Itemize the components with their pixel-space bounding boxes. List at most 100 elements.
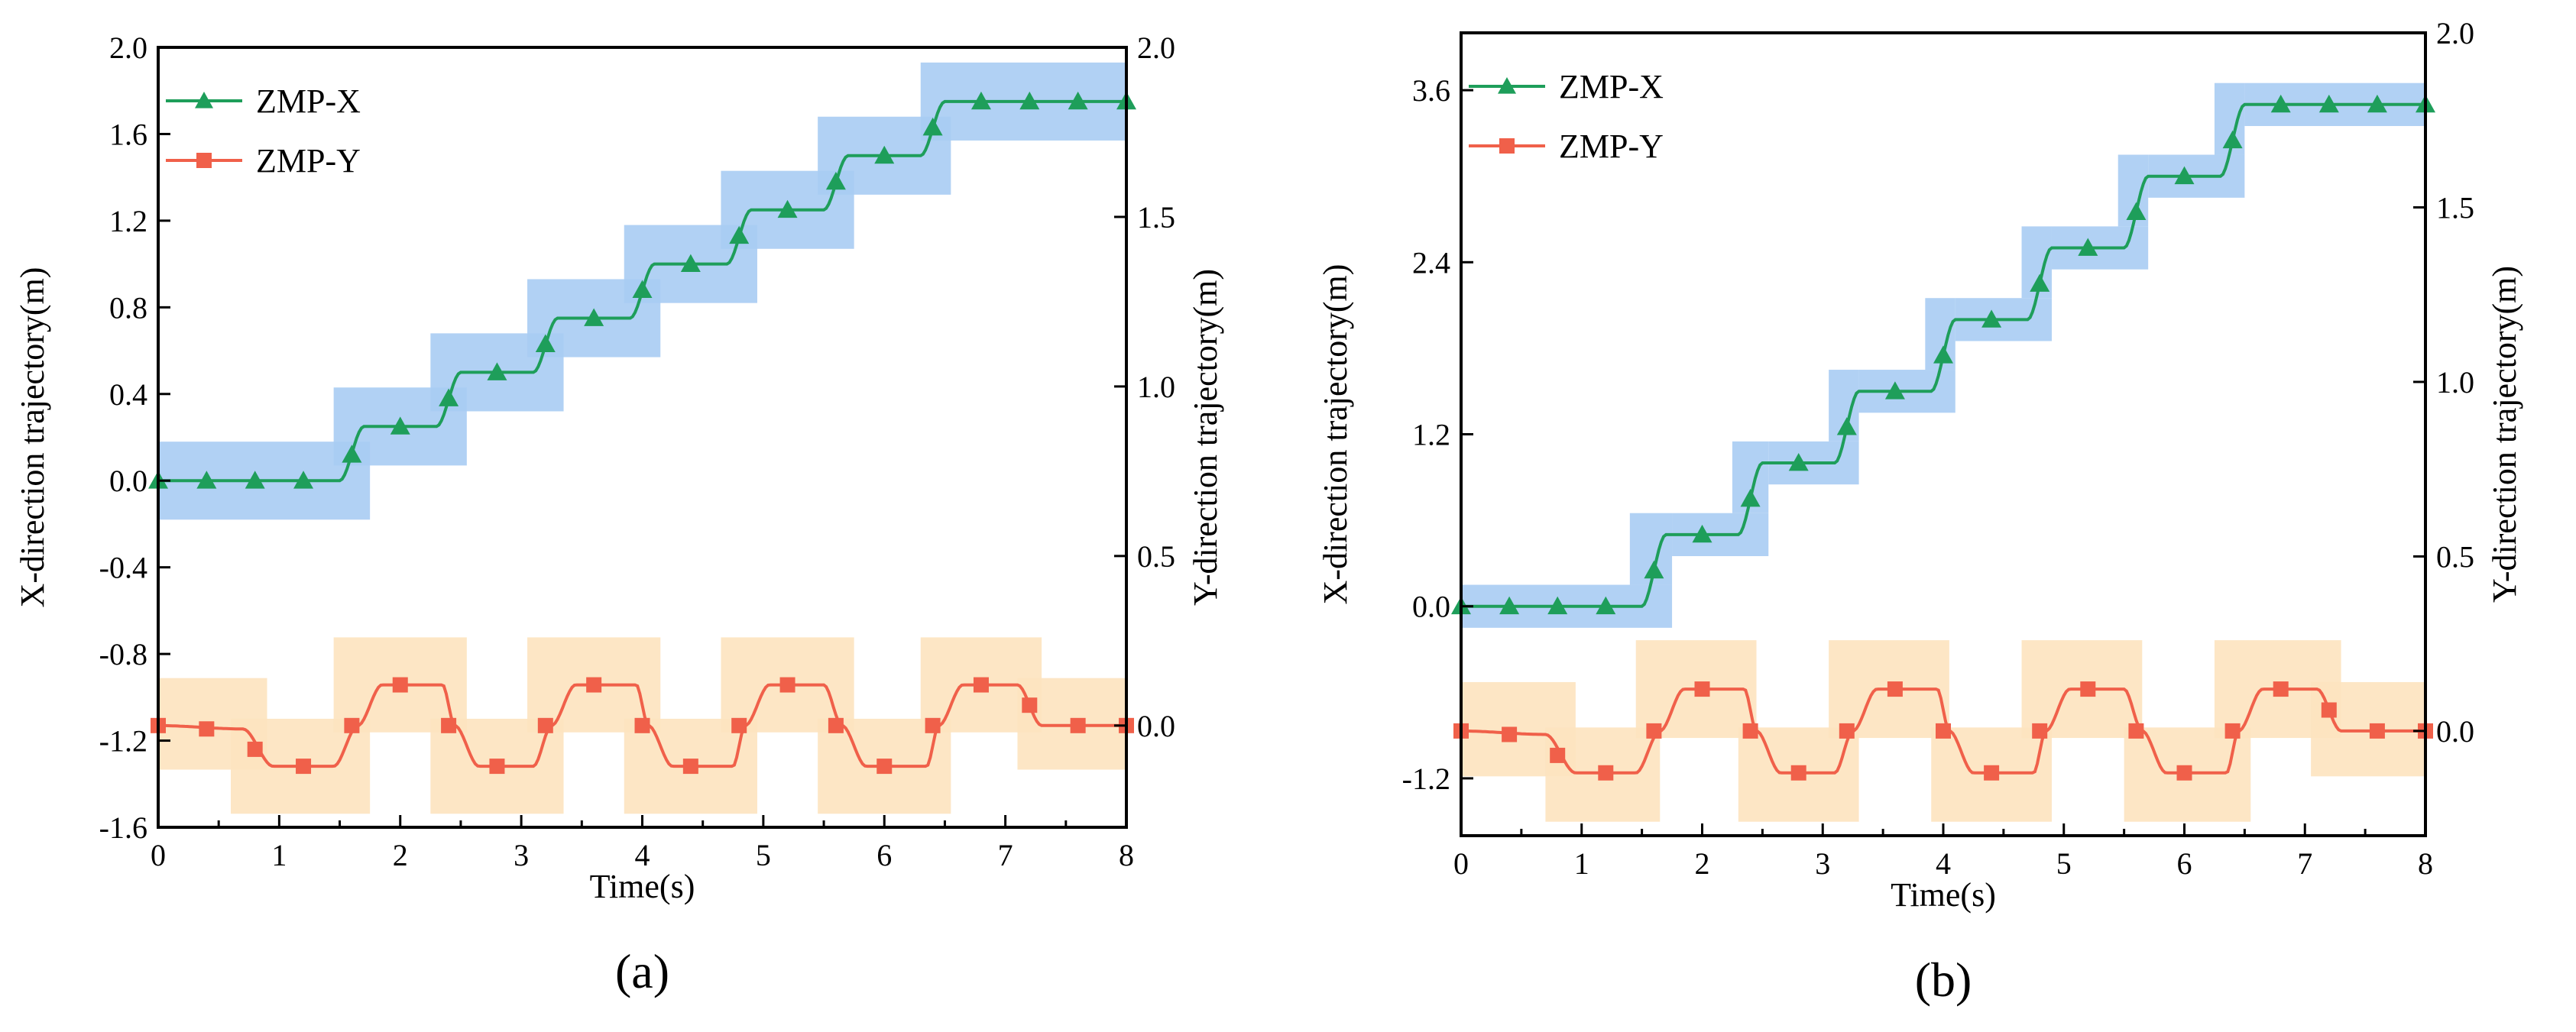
- y-right-tick-label: 0.0: [2436, 714, 2474, 749]
- zmp-x-marker: [777, 199, 798, 218]
- zmp-x-marker: [970, 91, 991, 110]
- x-tick-label: 1: [271, 838, 287, 872]
- zmp-x-marker: [1644, 560, 1664, 579]
- y-right-tick-label: 2.0: [1137, 31, 1175, 65]
- y-right-tick-label: 1.0: [2436, 365, 2474, 400]
- zmp-y-marker: [1022, 697, 1038, 713]
- zmp-x-marker: [2222, 130, 2243, 149]
- zmp-y-marker: [682, 759, 698, 775]
- zmp-x-marker: [1499, 596, 1520, 615]
- zmp-y-marker: [1984, 765, 2000, 781]
- y-right-tick-label: 0.5: [1137, 539, 1175, 574]
- legend-label: ZMP-Y: [256, 142, 361, 180]
- x-axis-label: Time(s): [1891, 876, 1996, 914]
- zmp-x-marker: [1884, 381, 1905, 400]
- legend-marker: [196, 153, 212, 168]
- x-tick-label: 5: [2056, 846, 2072, 881]
- zmp-y-marker: [1502, 726, 1518, 742]
- zmp-x-marker: [535, 334, 556, 352]
- zmp-y-marker: [876, 759, 893, 775]
- y-left-tick-label: 0.0: [1412, 590, 1450, 624]
- zmp-x-marker: [729, 225, 750, 244]
- x-tick-label: 6: [876, 838, 892, 872]
- zmp-y-marker: [1936, 723, 1951, 739]
- zmp-x-marker: [2318, 94, 2339, 113]
- y-left-tick-label: 1.2: [1412, 418, 1450, 452]
- x-tick-label: 7: [998, 838, 1013, 872]
- y-left-tick-label: -0.8: [99, 637, 147, 671]
- legend-marker: [1499, 138, 1515, 154]
- x-tick-label: 2: [393, 838, 408, 872]
- zmp-x-marker: [1836, 417, 1857, 435]
- zmp-y-marker: [344, 717, 360, 733]
- panel-label: (a): [615, 944, 669, 998]
- legend-marker: [195, 92, 213, 108]
- x-tick-label: 1: [1574, 846, 1589, 881]
- zmp-x-marker: [390, 416, 410, 435]
- zmp-y-marker: [247, 741, 263, 757]
- zmp-y-marker: [489, 759, 505, 775]
- legend-marker: [1498, 77, 1516, 94]
- zmp-x-marker: [1547, 596, 1568, 615]
- x-tick-label: 4: [635, 838, 650, 872]
- x-tick-label: 8: [1119, 838, 1134, 872]
- zmp-y-marker: [2032, 723, 2048, 739]
- zmp-y-marker: [634, 717, 650, 733]
- zmp-x-marker: [2174, 166, 2195, 185]
- x-tick-label: 7: [2297, 846, 2312, 881]
- zmp-y-line: [158, 683, 1126, 768]
- y-right-tick-label: 0.5: [2436, 539, 2474, 574]
- x-tick-label: 0: [151, 838, 166, 872]
- chart-panel-b: 0 1 2 3 4 5 6 7 8 -1.2 0.0 1.2 2.4 3.6 0.0 0.5 1.0 1.5 2.0…: [1317, 16, 2523, 1007]
- zmp-x-marker: [2367, 94, 2387, 113]
- zmp-x-marker: [2126, 202, 2147, 220]
- zmp-y-marker: [1646, 723, 1662, 739]
- zmp-y-marker: [296, 759, 312, 775]
- zmp-x-marker: [1019, 91, 1040, 110]
- zmp-y-marker: [1887, 681, 1903, 697]
- zmp-y-marker: [2369, 723, 2385, 739]
- zmp-x-marker: [825, 171, 846, 190]
- zmp-y-marker: [1598, 765, 1614, 781]
- zmp-x-marker: [342, 445, 362, 463]
- y-left-tick-label: 3.6: [1412, 73, 1450, 108]
- zmp-x-marker: [1596, 596, 1616, 615]
- y-support-region: [2311, 681, 2425, 777]
- zmp-y-marker: [2321, 702, 2337, 718]
- zmp-x-marker: [1740, 488, 1761, 507]
- zmp-x-marker: [2078, 238, 2098, 256]
- y-right-tick-label: 1.5: [2436, 190, 2474, 225]
- zmp-y-marker: [1742, 723, 1758, 739]
- x-tick-label: 6: [2177, 846, 2192, 881]
- x-tick-label: 0: [1453, 846, 1469, 881]
- y-right-axis-label: Y-direction trajectory(m): [2486, 266, 2523, 603]
- legend-label: ZMP-Y: [1559, 128, 1664, 165]
- zmp-y-marker: [2176, 765, 2192, 781]
- zmp-y-marker: [199, 721, 215, 737]
- zmp-y-marker: [2080, 681, 2096, 697]
- legend-label: ZMP-X: [1559, 68, 1664, 105]
- zmp-x-marker: [584, 308, 604, 326]
- zmp-y-marker: [2128, 723, 2144, 739]
- x-tick-label: 3: [1815, 846, 1830, 881]
- zmp-x-marker: [1933, 345, 1953, 364]
- chart-panel-a: 0 1 2 3 4 5 6 7 8 -1.6 -1.2 -0.8 -0.4 0.0 0.4 0.8 1.2 1.6…: [14, 31, 1224, 998]
- zmp-y-marker: [1694, 681, 1710, 697]
- zmp-y-marker: [731, 717, 747, 733]
- zmp-x-marker: [196, 471, 217, 489]
- y-right-tick-label: 1.5: [1137, 200, 1175, 235]
- x-tick-label: 8: [2418, 846, 2433, 881]
- zmp-y-marker: [779, 677, 795, 693]
- zmp-y-marker: [1839, 723, 1855, 739]
- zmp-x-marker: [922, 117, 943, 136]
- y-left-tick-label: 0.4: [109, 377, 147, 412]
- x-tick-label: 5: [756, 838, 771, 872]
- zmp-y-marker: [925, 717, 941, 733]
- y-left-tick-label: 0.0: [109, 464, 147, 498]
- zmp-x-marker: [632, 280, 653, 299]
- zmp-x-marker: [2270, 94, 2291, 113]
- x-tick-label: 4: [1936, 846, 1951, 881]
- x-axis-label: Time(s): [590, 868, 695, 905]
- y-left-tick-label: 2.4: [1412, 245, 1450, 280]
